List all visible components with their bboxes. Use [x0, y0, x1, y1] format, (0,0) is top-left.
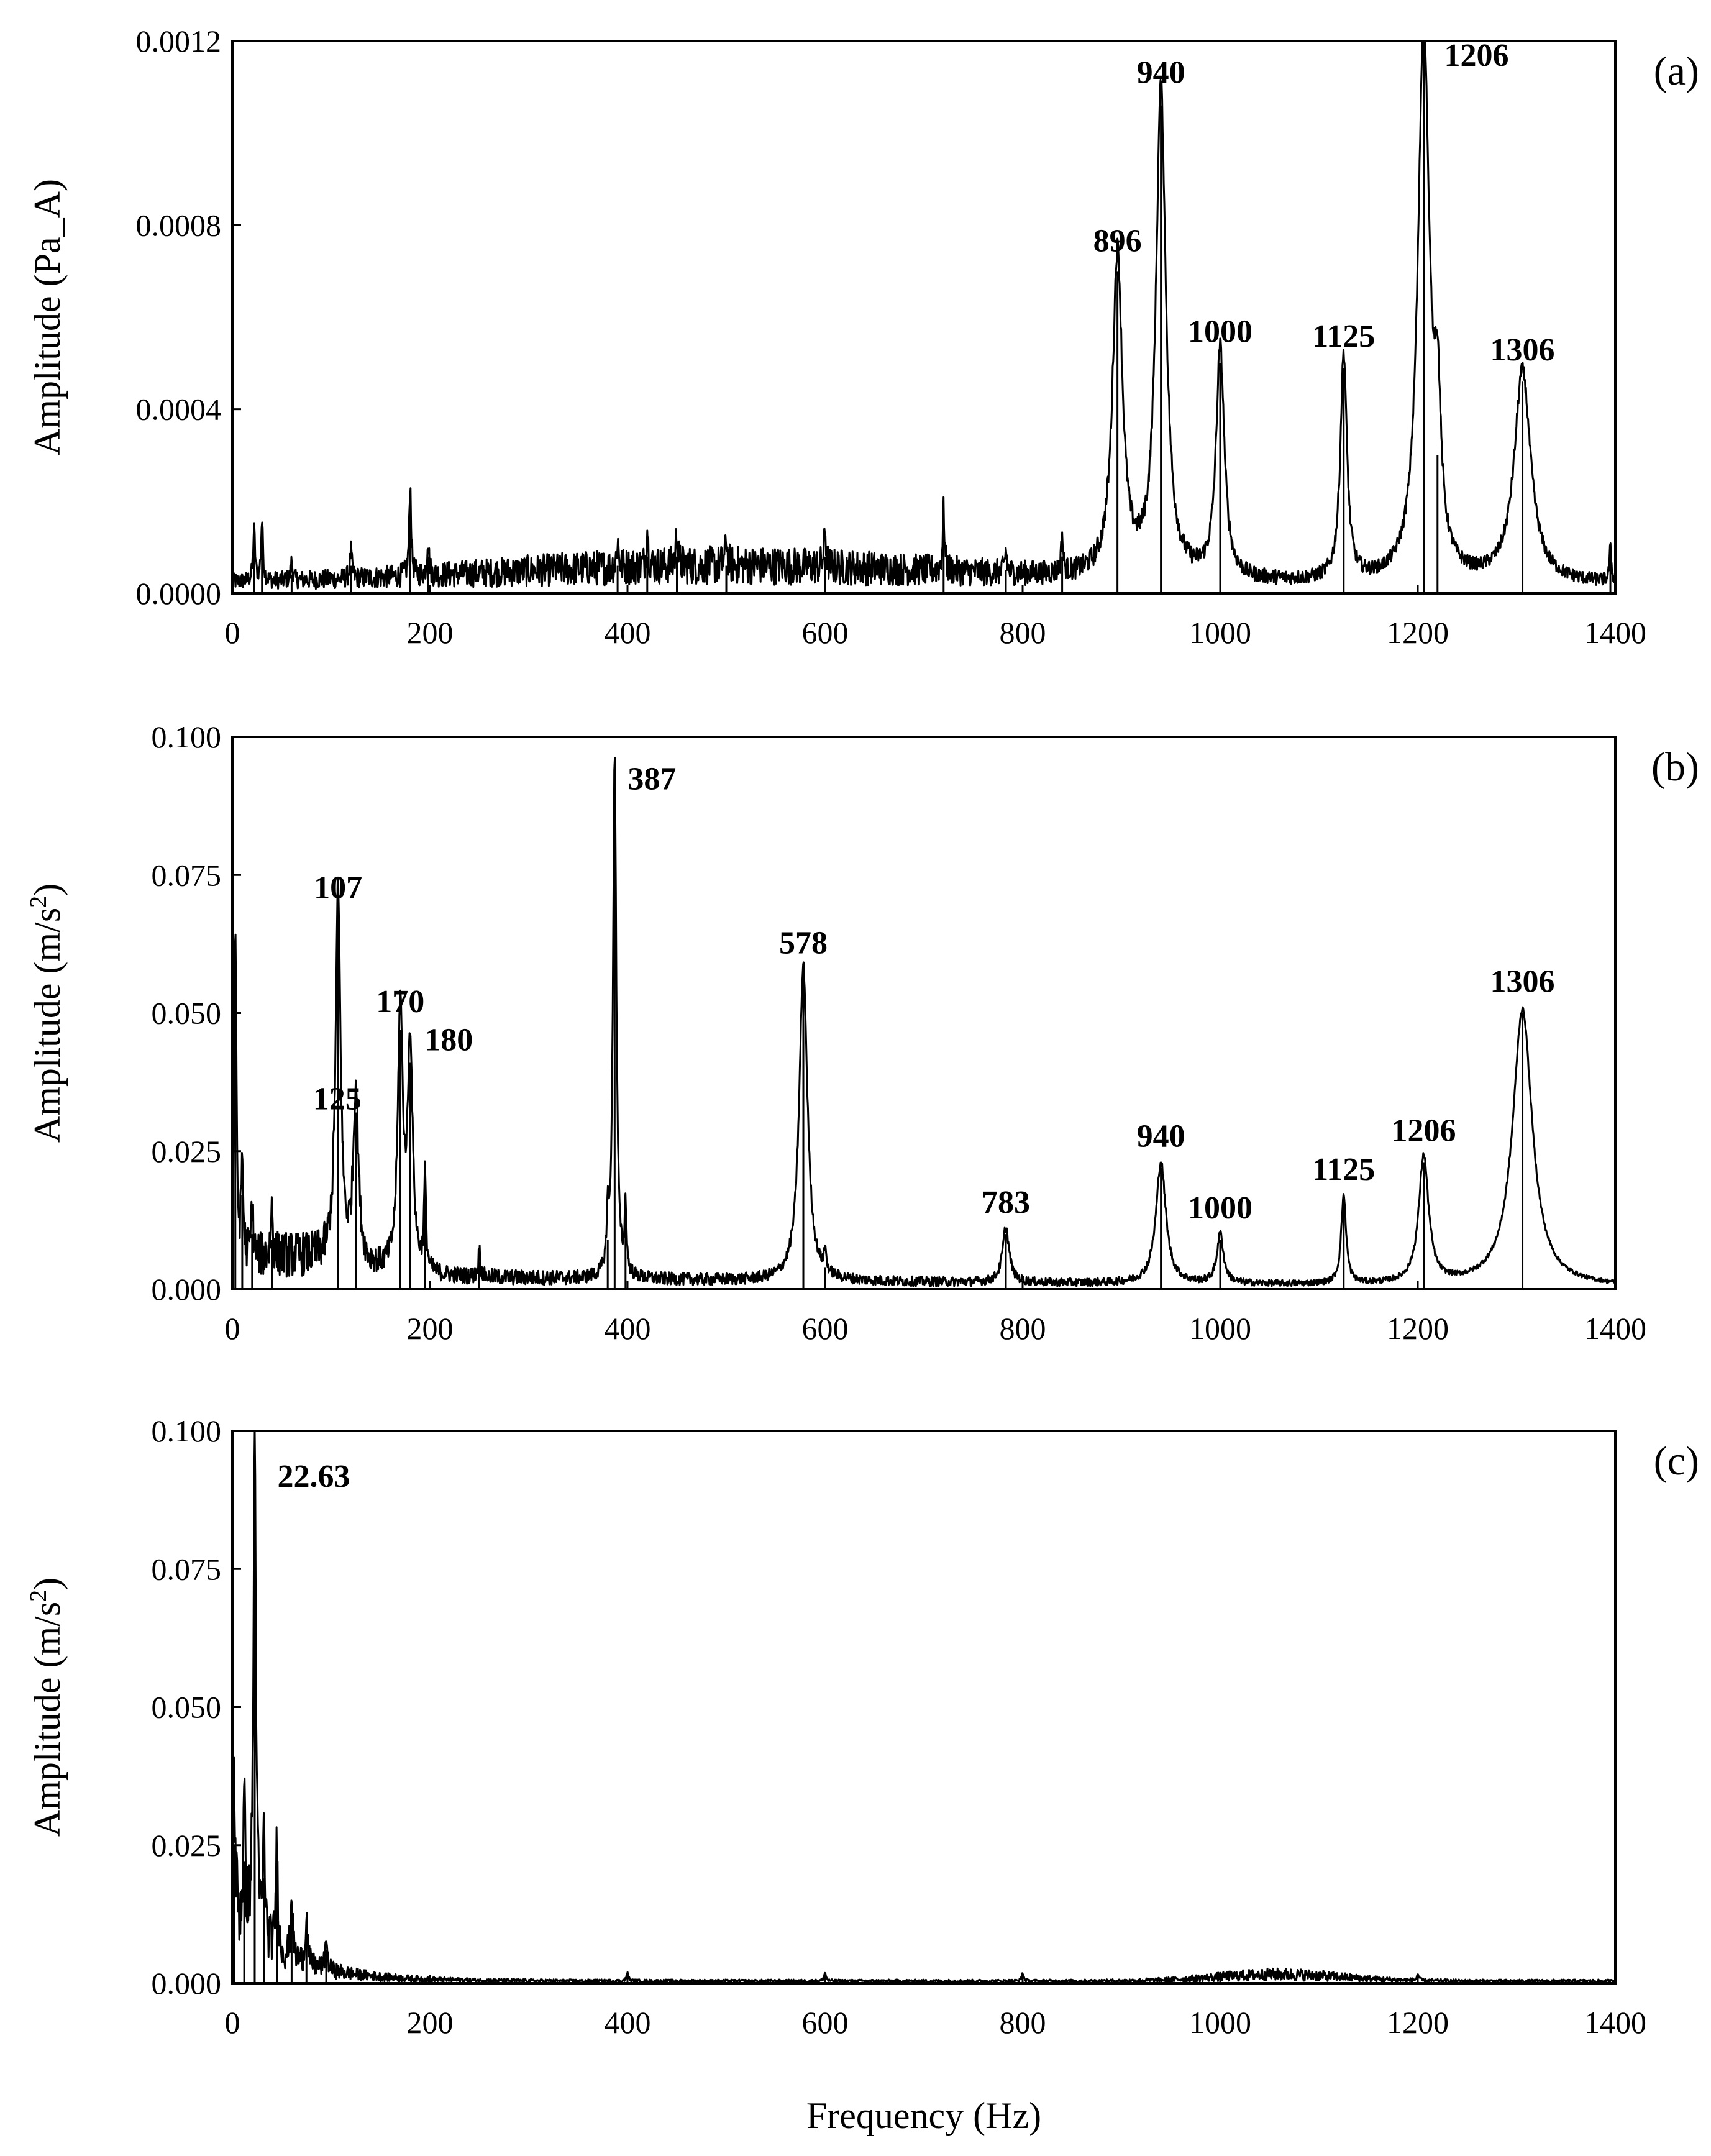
y-tick-label: 0.000 — [152, 1272, 222, 1307]
plot-frame — [231, 40, 1617, 595]
y-axis-label: Amplitude (Pa_A) — [27, 179, 68, 455]
peak-label: 387 — [627, 761, 676, 797]
peak-label: 896 — [1093, 223, 1142, 258]
y-tick-label: 0.050 — [152, 1690, 222, 1725]
y-tick-label: 0.100 — [152, 1414, 222, 1448]
chart-panel-a: 0 200 400 600 800 1000 1200 1400 0.0000 0.0004 0.0… — [27, 24, 1699, 650]
x-tick-label: 1000 — [1189, 1311, 1251, 1346]
x-tick-label: 400 — [605, 1311, 651, 1346]
spectrum-line — [231, 40, 1617, 590]
y-axis-label: Amplitude (m/s2) — [25, 884, 68, 1143]
y-tick-label: 0.075 — [152, 857, 222, 892]
peak-label: 1306 — [1490, 332, 1555, 368]
spectrum-line — [231, 757, 1616, 1287]
x-tick-label: 1000 — [1189, 615, 1251, 650]
panel-tag: (a) — [1654, 48, 1699, 94]
x-tick-label: 200 — [407, 1311, 454, 1346]
x-tick-label: 800 — [1000, 615, 1046, 650]
y-axis-label-main: Amplitude (Pa_A) — [27, 179, 68, 455]
plot-frame — [231, 1430, 1617, 1985]
x-tick-label: 0 — [225, 2005, 240, 2040]
y-axis-label-main: Amplitude (m/s — [27, 908, 68, 1143]
y-tick-label: 0.050 — [152, 996, 222, 1031]
y-axis-label-superscript: 2 — [25, 1590, 52, 1602]
x-tick-label: 600 — [802, 615, 849, 650]
peak-label: 22.63 — [277, 1459, 350, 1494]
y-tick-label: 0.0000 — [136, 576, 222, 611]
x-tick-label: 1400 — [1584, 615, 1646, 650]
x-tick-label: 200 — [407, 2005, 454, 2040]
peak-label: 1306 — [1490, 964, 1555, 1000]
peak-label: 783 — [982, 1185, 1030, 1220]
y-tick-label: 0.025 — [152, 1134, 222, 1169]
chart-panel-b: 0 200 400 600 800 1000 1200 1400 0.000 0.025 0.050… — [25, 719, 1699, 1346]
panel-tag: (b) — [1651, 744, 1699, 790]
y-tick-label: 0.100 — [152, 719, 222, 754]
x-tick-label: 0 — [225, 615, 240, 650]
y-tick-label: 0.0004 — [136, 392, 222, 427]
x-tick-label: 800 — [1000, 2005, 1046, 2040]
y-tick-label: 0.025 — [152, 1828, 222, 1863]
x-tick-label: 1200 — [1387, 1311, 1449, 1346]
peak-label: 125 — [313, 1082, 362, 1117]
plot-frame — [231, 736, 1617, 1290]
y-tick-label: 0.075 — [152, 1551, 222, 1586]
x-tick-label: 400 — [605, 2005, 651, 2040]
panel-tag: (c) — [1654, 1438, 1699, 1484]
x-tick-label: 1400 — [1584, 1311, 1646, 1346]
peak-label: 1206 — [1392, 1113, 1456, 1149]
spectrum-line — [231, 1430, 1616, 1984]
x-axis-label: Frequency (Hz) — [806, 2095, 1041, 2136]
x-tick-label: 200 — [407, 615, 454, 650]
y-axis-label-tail: ) — [27, 1578, 68, 1590]
x-tick-label: 400 — [605, 615, 651, 650]
y-axis-label-main: Amplitude (m/s — [27, 1602, 68, 1837]
x-tick-label: 1200 — [1387, 2005, 1449, 2040]
peak-label: 940 — [1137, 1118, 1185, 1154]
x-tick-label: 1000 — [1189, 2005, 1251, 2040]
y-axis-label: Amplitude (m/s2) — [25, 1578, 68, 1837]
y-axis-label-superscript: 2 — [25, 896, 52, 908]
peak-label: 1125 — [1312, 1152, 1375, 1187]
peak-label: 1000 — [1188, 314, 1252, 350]
y-tick-label: 0.0012 — [136, 24, 222, 58]
y-axis-label-tail: ) — [27, 884, 68, 896]
chart-panel-c: 0 200 400 600 800 1000 1200 1400 0.000 0.025 0.050… — [25, 1414, 1699, 2136]
x-tick-label: 1200 — [1387, 615, 1449, 650]
x-tick-label: 600 — [802, 1311, 849, 1346]
peak-label: 1125 — [1312, 319, 1375, 354]
peak-label: 180 — [424, 1023, 473, 1058]
y-tick-label: 0.0008 — [136, 208, 222, 242]
peak-label: 578 — [779, 925, 828, 961]
x-tick-label: 800 — [1000, 1311, 1046, 1346]
y-tick-label: 0.000 — [152, 1966, 222, 2001]
peak-label: 1206 — [1444, 38, 1509, 73]
peak-label: 170 — [376, 984, 424, 1020]
x-tick-label: 1400 — [1584, 2005, 1646, 2040]
peak-label: 1000 — [1188, 1190, 1252, 1226]
x-tick-label: 600 — [802, 2005, 849, 2040]
peak-label: 107 — [314, 870, 362, 905]
x-tick-label: 0 — [225, 1311, 240, 1346]
peak-label: 940 — [1137, 55, 1185, 91]
